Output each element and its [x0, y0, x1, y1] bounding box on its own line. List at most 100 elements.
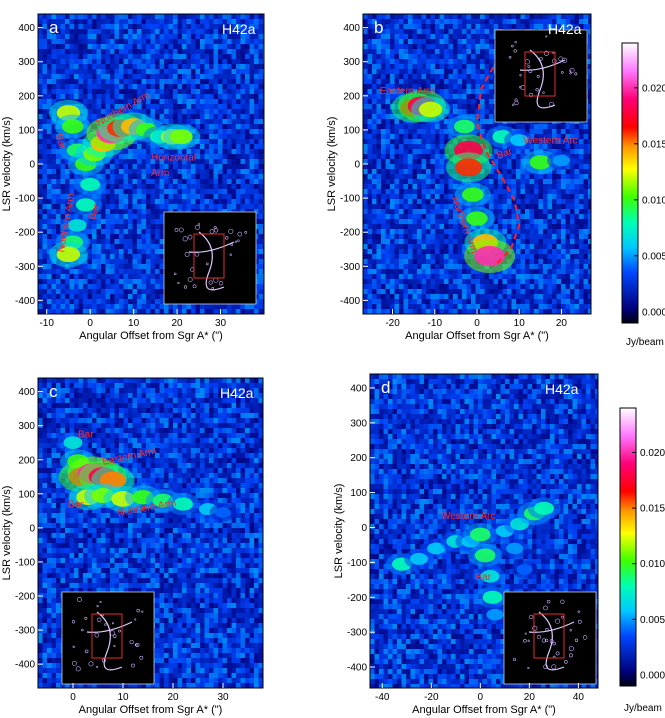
emission-feature [410, 552, 429, 565]
x-axis-label: Angular Offset from Sgr A* (") [405, 330, 549, 342]
inset-map [494, 29, 588, 123]
colorbar-tick-label: 0.015 [640, 504, 665, 515]
y-tick-label: -300 [15, 262, 35, 273]
colorbar-tick-label: 0.020 [642, 83, 665, 94]
y-axis-label: LSR velocity (km/s) [1, 486, 13, 581]
plot-frame [369, 373, 599, 689]
colorbar-tick-label: 0.010 [642, 195, 665, 206]
y-tick-label: 200 [343, 91, 360, 102]
y-tick-label: 100 [18, 489, 35, 500]
colorbar-top: 0.000 0.005 0.010 0.015 0.020 Jy/beam [621, 42, 665, 348]
emission-feature [486, 609, 504, 621]
y-axis-label: LSR velocity (km/s) [326, 117, 338, 212]
panel-letter: a [49, 18, 59, 37]
y-tick-label: -300 [15, 626, 35, 637]
x-tick-label: 0 [87, 318, 93, 329]
colorbar-tick-label: 0.000 [642, 307, 665, 318]
colorbar-bottom: 0.000 0.005 0.010 0.015 0.020 Jy/beam [619, 407, 665, 714]
x-tick-label: 0 [474, 318, 480, 329]
y-tick-label: -200 [340, 228, 360, 239]
annotation-label: Horizontal [151, 153, 196, 164]
panel-title: H42a [548, 21, 582, 37]
emission-feature [482, 590, 503, 604]
plot-frame [37, 377, 264, 689]
emission-feature [170, 129, 193, 145]
emission-feature [418, 101, 443, 118]
emission-feature [534, 501, 554, 515]
emission-feature [75, 198, 96, 212]
x-tick-label: 30 [215, 318, 227, 329]
y-tick-label: -200 [15, 228, 35, 239]
emission-feature [474, 245, 505, 267]
colorbar-tick-label: 0.015 [642, 139, 665, 150]
emission-feature [506, 542, 524, 555]
y-tick-label: -100 [340, 194, 360, 205]
annotation-label: Western Arc [441, 511, 495, 522]
annotation-label: Bar [495, 146, 514, 162]
y-tick-label: 0 [354, 160, 360, 171]
x-axis-label: Angular Offset from Sgr A* (") [79, 704, 223, 716]
y-axis-label: LSR velocity (km/s) [1, 117, 13, 212]
colorbar-tick-label: 0.020 [640, 448, 665, 459]
y-tick-label: 400 [350, 383, 367, 394]
panel-letter: b [374, 18, 383, 37]
x-tick-label: -20 [424, 692, 439, 703]
x-tick-label: 0 [478, 692, 484, 703]
y-tick-label: 200 [18, 455, 35, 466]
x-tick-label: -40 [375, 692, 390, 703]
panel-letter: c [49, 382, 58, 401]
emission-feature [80, 177, 101, 192]
x-tick-label: 20 [524, 692, 536, 703]
colorbar-tick-label: 0.000 [640, 670, 665, 681]
y-tick-label: -400 [347, 663, 367, 674]
y-tick-label: 100 [18, 125, 35, 136]
y-tick-label: 400 [343, 23, 360, 34]
y-tick-label: 200 [350, 453, 367, 464]
emission-feature [67, 219, 87, 232]
y-tick-label: -100 [15, 194, 35, 205]
y-tick-label: -200 [347, 593, 367, 604]
x-tick-label: -10 [39, 318, 54, 329]
y-tick-label: 300 [350, 418, 367, 429]
emission-feature [453, 119, 475, 134]
emission-feature [214, 507, 232, 518]
x-tick-label: 10 [128, 318, 140, 329]
emission-feature [469, 527, 491, 542]
annotation-label: Arm [151, 168, 169, 179]
x-tick-label: -20 [385, 318, 400, 329]
colorbar-bottom-label: Jy/beam [624, 703, 662, 714]
x-tick-label: -10 [428, 318, 443, 329]
colorbar-tick-label: 0.010 [640, 559, 665, 570]
annotation-label: Bar [78, 430, 94, 441]
emission-feature [427, 542, 446, 555]
y-tick-label: 300 [18, 57, 35, 68]
emission-feature [510, 134, 529, 147]
y-tick-label: 0 [29, 160, 35, 171]
x-axis-label: Angular Offset from Sgr A* (") [412, 704, 556, 716]
colorbar-bottom-scale [619, 407, 637, 687]
emission-feature [474, 548, 496, 563]
y-tick-label: 200 [18, 91, 35, 102]
emission-feature [173, 497, 193, 511]
y-tick-label: -400 [15, 660, 35, 671]
x-tick-label: 20 [556, 318, 568, 329]
panel-title: H42a [545, 381, 579, 397]
colorbar-top-scale [621, 42, 639, 324]
emission-feature [529, 155, 552, 170]
emission-feature [61, 119, 84, 134]
annotation-label: Bar [53, 133, 68, 152]
emission-feature [552, 154, 570, 167]
x-tick-label: 10 [514, 318, 526, 329]
inset-map [61, 591, 155, 685]
y-tick-label: 0 [361, 523, 367, 534]
emission-feature [516, 563, 533, 575]
x-axis-label: Angular Offset from Sgr A* (") [79, 330, 223, 342]
x-tick-label: 30 [217, 692, 229, 703]
y-tick-label: -300 [347, 628, 367, 639]
